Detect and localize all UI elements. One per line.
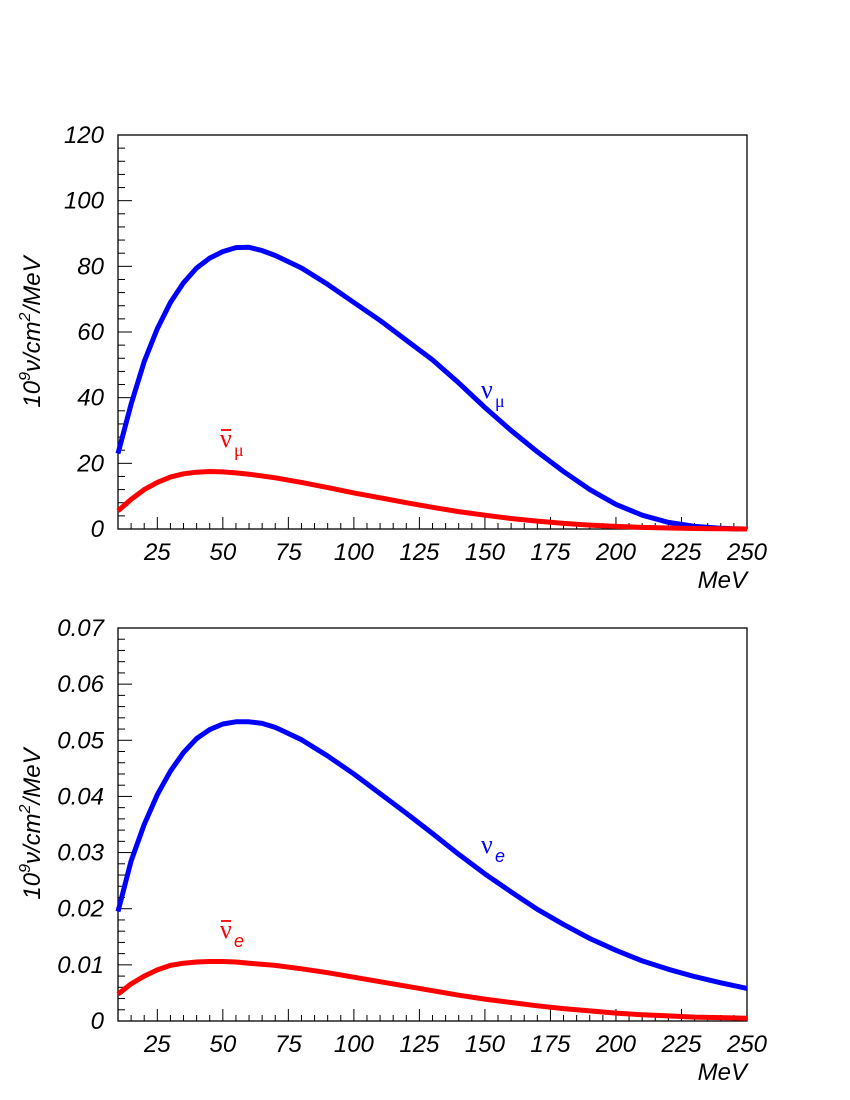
y-axis-title: 109ν/cm2/MeV [17, 254, 46, 407]
series-label-symbol: ν [220, 915, 232, 944]
y-tick-label: 0.07 [57, 615, 105, 642]
series-line-anti-nu-e [116, 959, 748, 1021]
x-tick-label: 150 [465, 1031, 506, 1058]
y-tick-label: 0.06 [57, 671, 104, 698]
x-tick-label: 75 [275, 539, 302, 566]
y-axis-title-exp2: 2 [17, 804, 34, 814]
y-axis-title-prefix: 10 [19, 872, 46, 899]
x-tick-label: 175 [530, 539, 571, 566]
x-tick-label: 250 [726, 539, 768, 566]
x-tick-label: 50 [209, 539, 236, 566]
x-tick-label: 200 [595, 1031, 637, 1058]
series-label-subscript: e [234, 931, 244, 951]
series-label-symbol: ν [481, 830, 493, 859]
x-tick-label: 100 [334, 539, 375, 566]
series-line-nu-e [115, 719, 748, 991]
y-tick-label: 80 [77, 253, 104, 280]
y-tick-label: 100 [64, 188, 105, 215]
series-label-subscript: μ [495, 391, 505, 411]
x-tick-label: 225 [660, 1031, 702, 1058]
y-tick-label: 20 [76, 450, 104, 477]
x-tick-label: 25 [143, 1031, 171, 1058]
series-line-nu-mu [115, 244, 748, 532]
series-label-symbol: ν [220, 424, 232, 453]
y-axis-title-exp1: 9 [17, 864, 34, 873]
y-axis-title-suffix: /MeV [19, 254, 46, 314]
series-label-subscript: e [495, 846, 505, 866]
y-tick-label: 40 [77, 385, 104, 412]
x-tick-label: 175 [530, 1031, 571, 1058]
y-axis-title: 109ν/cm2/MeV [17, 746, 46, 899]
x-tick-label: 75 [275, 1031, 302, 1058]
x-tick-label: 25 [143, 539, 171, 566]
x-axis-title: MeV [698, 567, 749, 594]
y-tick-label: 0.02 [57, 896, 104, 923]
x-tick-label: 125 [399, 539, 440, 566]
y-axis-title-exp2: 2 [17, 312, 34, 322]
x-tick-label: 125 [399, 1031, 440, 1058]
y-axis-title-exp1: 9 [17, 372, 34, 381]
y-axis-title-mid: ν/cm [19, 321, 46, 372]
series-label-symbol: ν [481, 375, 493, 404]
x-tick-label: 50 [209, 1031, 236, 1058]
y-tick-label: 0 [91, 1008, 105, 1035]
series-label-subscript: μ [234, 440, 244, 460]
x-tick-label: 225 [660, 539, 702, 566]
y-tick-label: 0.05 [57, 727, 104, 754]
x-tick-label: 250 [726, 1031, 768, 1058]
y-tick-label: 0.01 [57, 952, 104, 979]
x-tick-label: 200 [595, 539, 637, 566]
y-axis-title-mid: ν/cm [19, 813, 46, 864]
y-axis-title-prefix: 10 [19, 380, 46, 407]
x-tick-label: 150 [465, 539, 506, 566]
y-tick-label: 60 [77, 319, 104, 346]
x-axis-title: MeV [698, 1059, 749, 1086]
y-axis-title-suffix: /MeV [19, 746, 46, 806]
y-tick-label: 0.04 [57, 783, 104, 810]
y-tick-label: 0.03 [57, 840, 104, 867]
y-tick-label: 0 [91, 516, 105, 543]
x-tick-label: 100 [334, 1031, 375, 1058]
series-line-anti-nu-mu [116, 469, 748, 532]
y-tick-label: 120 [64, 122, 105, 149]
